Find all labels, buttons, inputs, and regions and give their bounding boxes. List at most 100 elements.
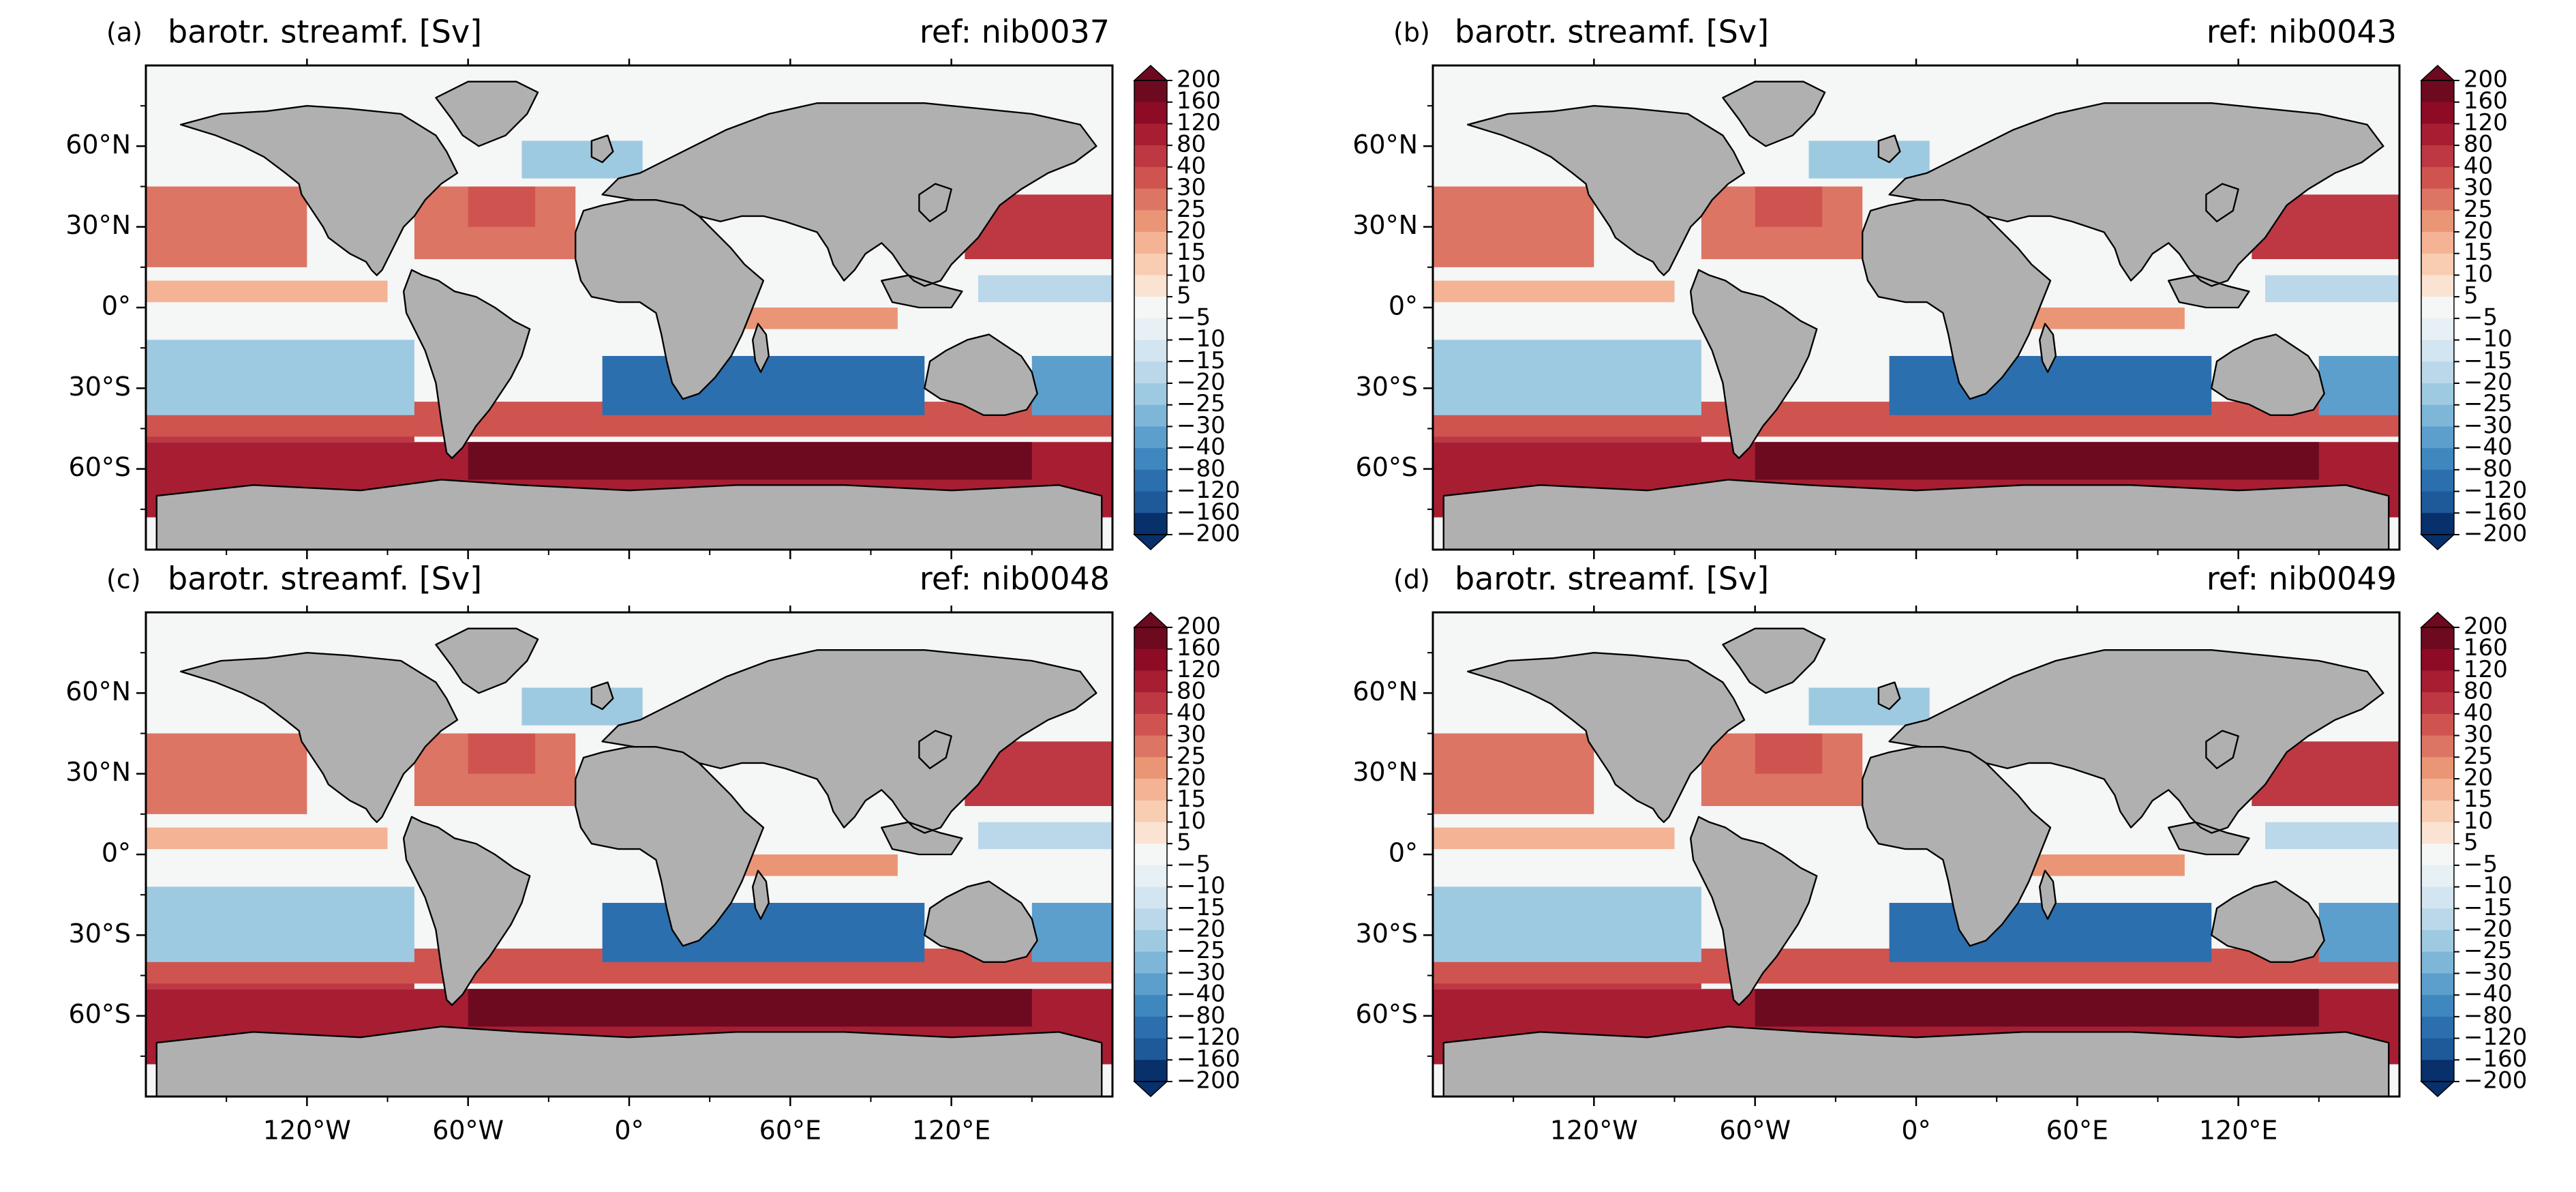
colorbar-band <box>2421 361 2454 384</box>
colorbar-band <box>1134 253 1167 276</box>
lat-tick-label: 30°S <box>69 919 131 949</box>
streamfunction-cell <box>521 687 643 726</box>
map-area <box>146 612 1112 1097</box>
lat-tick-label: 30°N <box>65 210 131 240</box>
lon-tick-label: 60°W <box>1719 1116 1791 1146</box>
streamfunction-cell <box>2318 903 2399 962</box>
colorbar-band <box>2421 649 2454 672</box>
colorbar-band <box>1134 383 1167 406</box>
colorbar-band <box>2421 822 2454 844</box>
colorbar-band <box>1134 692 1167 715</box>
panel-ref: ref: nib0048 <box>920 561 1110 597</box>
colorbar-tick-label: −15 <box>1177 894 1226 921</box>
lat-tick-label: 0° <box>1389 291 1418 321</box>
lat-tick-label: 60°N <box>1352 130 1418 160</box>
colorbar-band <box>1134 735 1167 758</box>
colorbar-band <box>2421 513 2454 535</box>
colorbar-band <box>2421 713 2454 736</box>
streamfunction-cell <box>978 275 1112 303</box>
colorbar-tick-label: −5 <box>1177 850 1211 878</box>
lat-tick-label: 0° <box>102 838 131 868</box>
colorbar-tick-label: 25 <box>1177 196 1206 223</box>
colorbar-tick-label: 120 <box>1177 656 1221 683</box>
colorbar-band <box>1134 491 1167 513</box>
colorbar-band <box>2421 253 2454 276</box>
colorbar-band <box>1134 1038 1167 1060</box>
streamfunction-cell <box>1433 886 1701 962</box>
colorbar-band <box>1134 779 1167 801</box>
colorbar-extend-bottom <box>2420 534 2455 551</box>
colorbar-tick-label: 15 <box>2464 786 2493 813</box>
colorbar-band <box>2421 951 2454 974</box>
colorbar-band <box>2421 448 2454 471</box>
streamfunction-cell <box>978 822 1112 850</box>
colorbar-tick-label: 25 <box>1177 743 1206 770</box>
colorbar-band <box>2421 297 2454 319</box>
colorbar-extend-top <box>1133 611 1168 628</box>
map-area <box>146 65 1112 550</box>
colorbar-frame <box>2421 627 2455 1082</box>
streamfunction-cell <box>1433 340 1701 415</box>
streamfunction-cell <box>1433 733 1594 814</box>
colorbar-tick-label: 20 <box>1177 764 1206 792</box>
colorbar-tick-label: 5 <box>1177 282 1192 310</box>
colorbar-band <box>1134 361 1167 384</box>
colorbar-tick-label: 5 <box>2464 829 2479 856</box>
colorbar-tick-label: −40 <box>2464 981 2513 1008</box>
streamfunction-cell <box>146 340 414 415</box>
colorbar-tick-label: 10 <box>2464 807 2493 835</box>
map-panel: (d) barotr. streamf. [Sv] ref: nib0049 60°N… <box>1352 561 2527 1146</box>
panel-letter: (b) <box>1393 18 1430 48</box>
colorbar-band <box>2421 102 2454 125</box>
colorbar-tick-label: −80 <box>2464 455 2513 482</box>
lon-tick-label: 120°E <box>2199 1116 2278 1146</box>
colorbar-band <box>2421 627 2454 650</box>
streamfunction-cell <box>146 186 307 267</box>
colorbar-band <box>2421 995 2454 1017</box>
colorbar-tick-label: 200 <box>1177 613 1221 640</box>
colorbar-band <box>1134 1060 1167 1082</box>
colorbar-tick-label: −40 <box>1177 981 1226 1008</box>
colorbar-band <box>1134 123 1167 146</box>
streamfunction-cell <box>146 280 388 303</box>
panel-title: barotr. streamf. [Sv] <box>168 561 482 597</box>
map-panel: (a) barotr. streamf. [Sv] ref: nib0037 60°N… <box>65 14 1240 559</box>
streamfunction-cell <box>1755 733 1823 774</box>
streamfunction-cell <box>1433 827 1675 850</box>
colorbar-tick-label: −15 <box>1177 347 1226 374</box>
colorbar-band <box>2421 1038 2454 1060</box>
colorbar-band <box>1134 318 1167 341</box>
colorbar-band <box>1134 210 1167 233</box>
colorbar-band <box>1134 102 1167 125</box>
map-area <box>1433 65 2399 550</box>
colorbar-tick-label: 15 <box>1177 239 1206 266</box>
colorbar-tick-label: −120 <box>2464 477 2527 504</box>
colorbar-tick-label: 15 <box>2464 239 2493 266</box>
colorbar-tick-label: 40 <box>2464 699 2493 726</box>
lat-tick-label: 30°N <box>1352 210 1418 240</box>
panel-letter: (a) <box>106 18 142 48</box>
colorbar-tick-label: 160 <box>1177 87 1221 115</box>
lon-tick-label: 120°W <box>1550 1116 1638 1146</box>
colorbar-band <box>1134 188 1167 211</box>
colorbar-band <box>2421 210 2454 233</box>
colorbar-extend-bottom <box>2420 1081 2455 1098</box>
colorbar-band <box>1134 713 1167 736</box>
lat-tick-label: 30°N <box>65 757 131 787</box>
colorbar-tick-label: 25 <box>2464 743 2493 770</box>
panel-ref: ref: nib0043 <box>2207 14 2397 50</box>
lat-tick-label: 60°S <box>1356 999 1418 1029</box>
colorbar-tick-label: 40 <box>2464 152 2493 179</box>
colorbar-extend-top <box>2420 64 2455 81</box>
colorbar-tick-label: 200 <box>1177 66 1221 93</box>
colorbar-band <box>2421 1016 2454 1039</box>
colorbar-tick-label: −40 <box>2464 434 2513 461</box>
lon-tick-label: 60°E <box>759 1116 821 1146</box>
colorbar-tick-label: 25 <box>2464 196 2493 223</box>
lat-tick-label: 60°N <box>65 676 131 706</box>
colorbar-band <box>2421 80 2454 103</box>
colorbar-tick-label: −120 <box>2464 1024 2527 1051</box>
colorbar-tick-label: −5 <box>2464 303 2498 331</box>
colorbar-band <box>1134 297 1167 319</box>
colorbar-band <box>2421 340 2454 362</box>
